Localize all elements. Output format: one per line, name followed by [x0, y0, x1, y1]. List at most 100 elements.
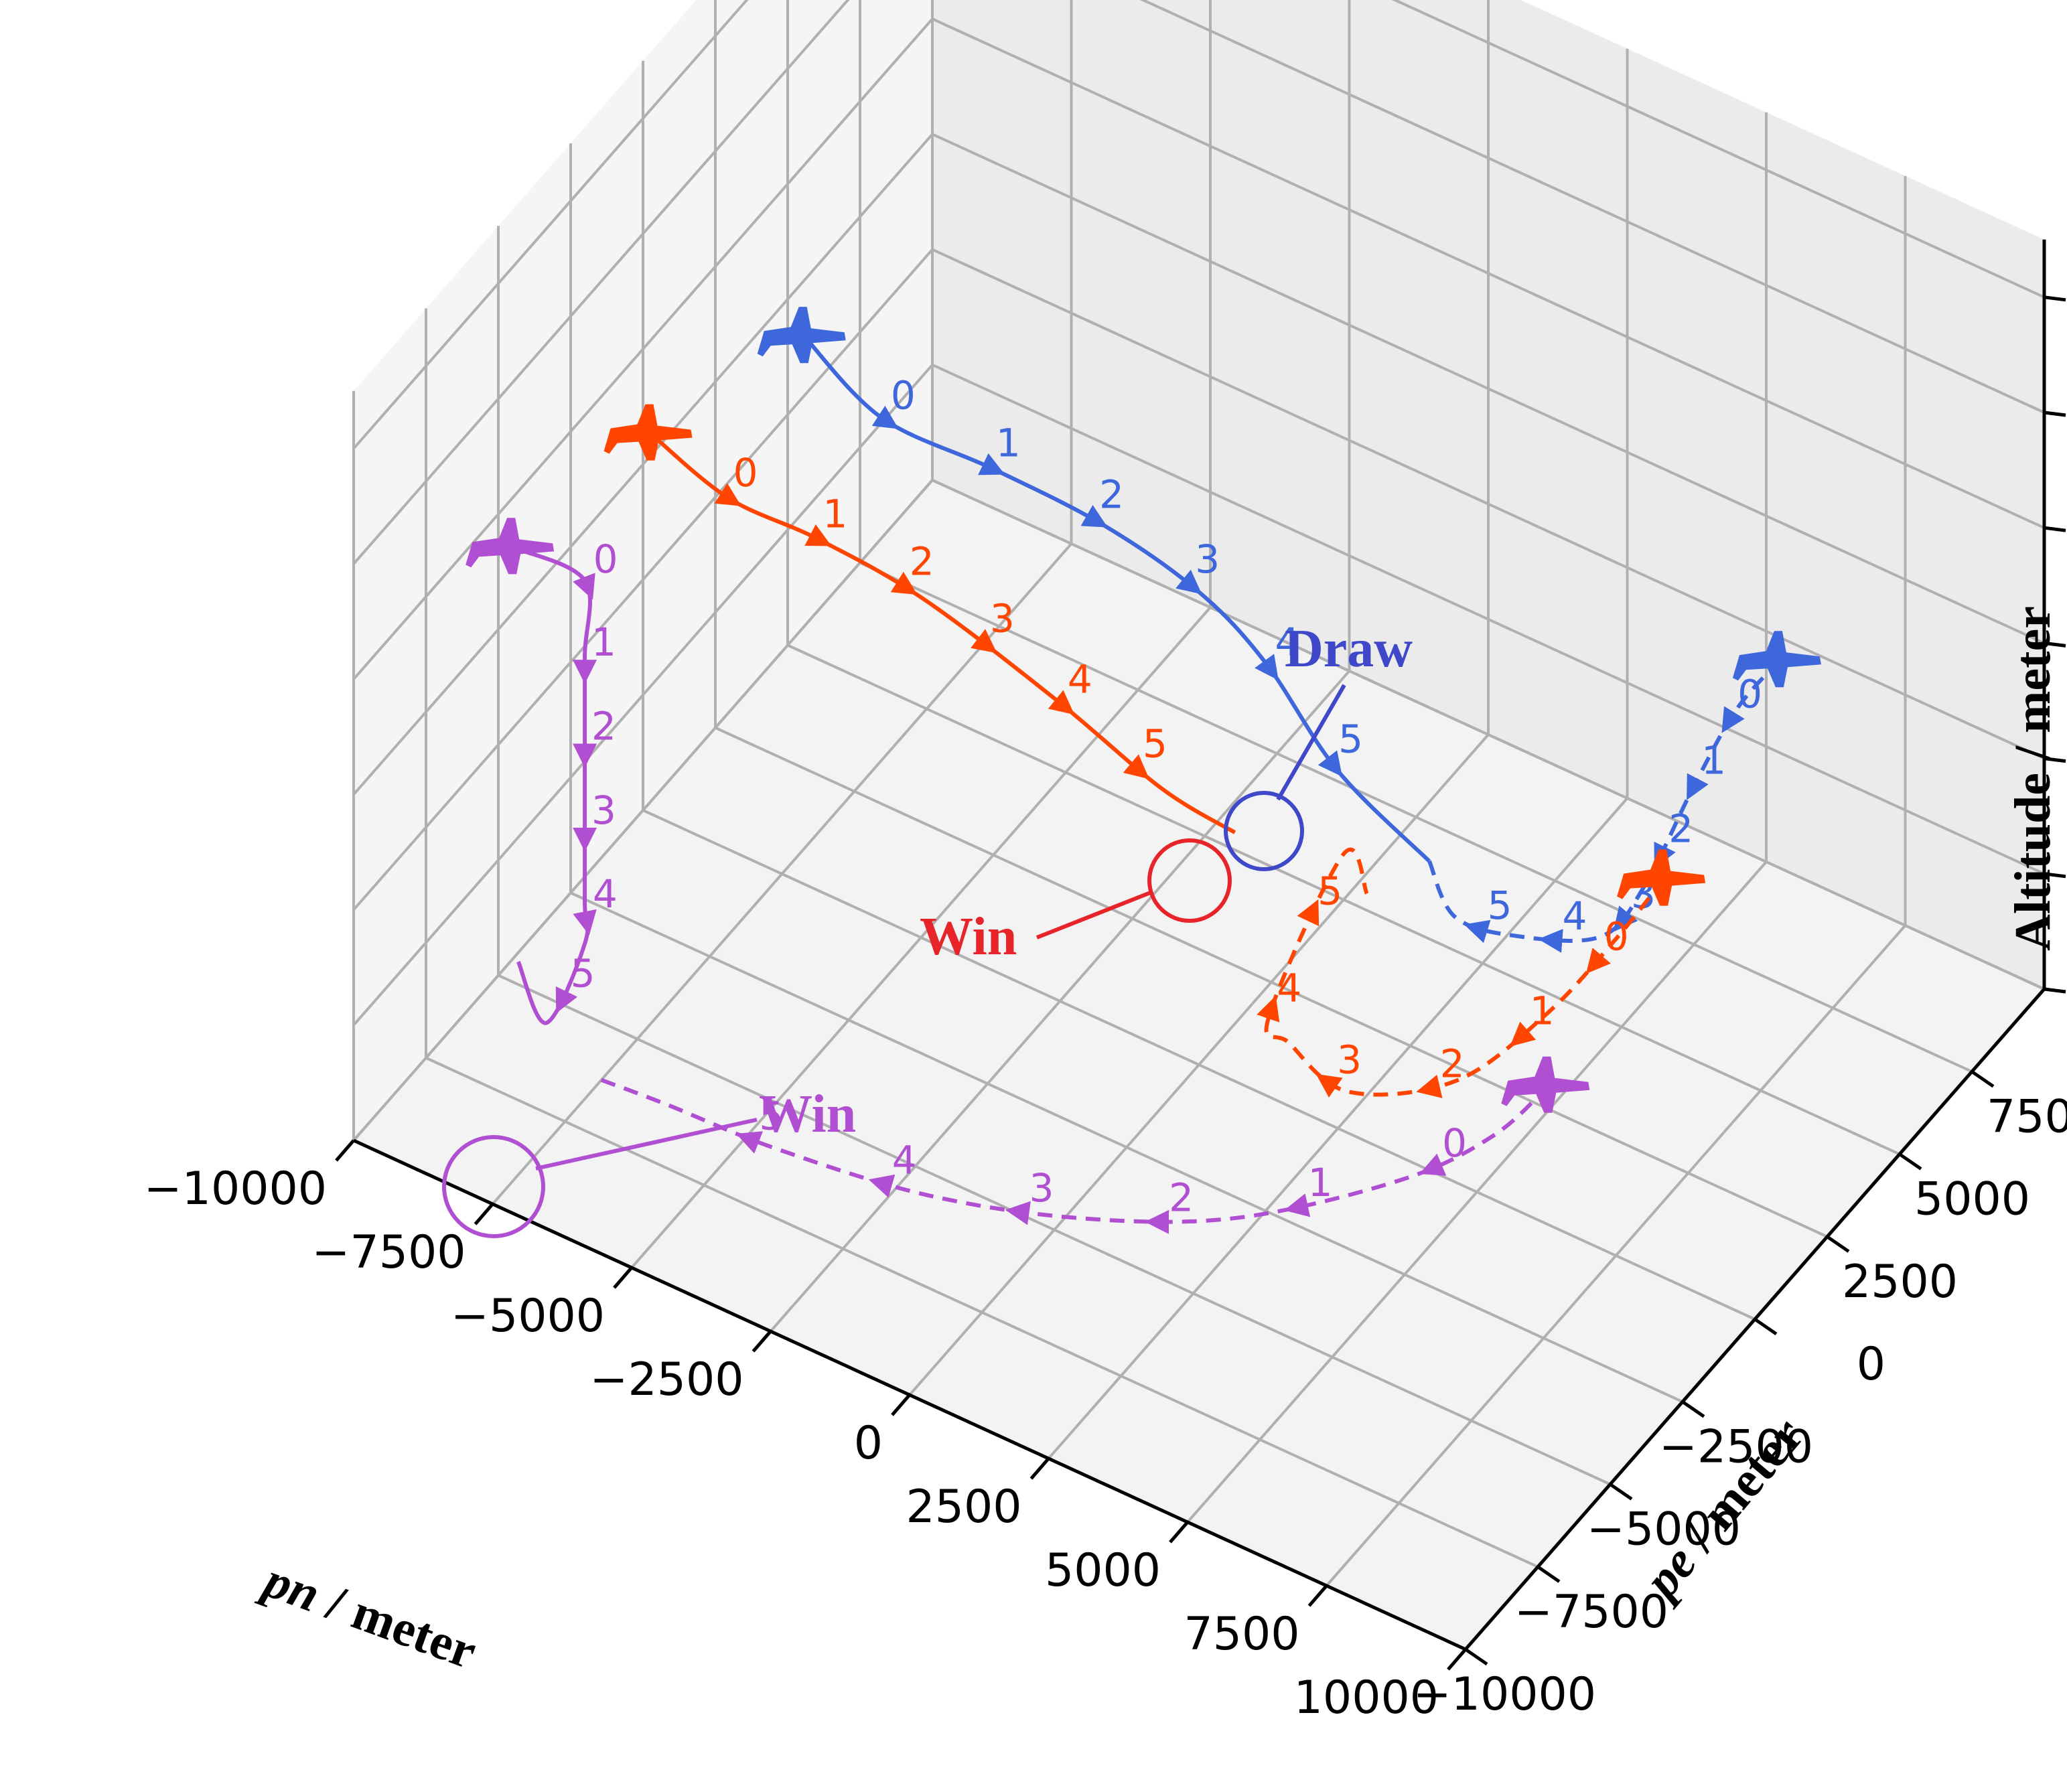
axis-group: −10000−7500−5000−2500025005000750010000−…	[144, 239, 2067, 1724]
grid-line-alt-right	[932, 133, 2045, 645]
grid-line-pe-floor	[642, 809, 1756, 1321]
step-label: 2	[1099, 472, 1124, 518]
step-arrow	[1284, 1193, 1311, 1217]
step-label: 1	[591, 619, 616, 665]
step-label: 4	[1275, 619, 1300, 665]
x-tick-mark	[613, 1266, 633, 1289]
step-label: 5	[1317, 868, 1342, 913]
aircraft-icon	[603, 404, 693, 461]
step-arrow	[1613, 905, 1638, 932]
step-arrow	[1510, 1021, 1537, 1047]
y-tick-mark	[1826, 1235, 1850, 1253]
step-label: 3	[591, 788, 616, 833]
x-tick-label: 10000	[1294, 1671, 1439, 1724]
win-purple-pointer-line	[535, 1118, 758, 1171]
aircraft-start-3	[1617, 849, 1706, 906]
step-label: 0	[733, 450, 758, 496]
grid-line-alt-left	[352, 364, 934, 1027]
x-tick-label: 0	[854, 1417, 883, 1470]
grid-line-alt-left	[352, 0, 850, 565]
x-tick-label: −7500	[311, 1226, 466, 1279]
step-label: 4	[1562, 893, 1587, 939]
z-tick-mark	[2044, 410, 2066, 417]
draw-pointer-line	[1276, 684, 1346, 801]
aircraft-icon	[757, 307, 846, 364]
step-arrow	[1585, 948, 1611, 974]
step-arrow	[555, 986, 578, 1014]
step-arrow	[804, 524, 832, 546]
step-arrow	[971, 629, 997, 654]
grid-line-pe-floor	[787, 644, 1900, 1156]
grid-line-alt-left	[352, 17, 934, 680]
step-arrow	[1297, 899, 1320, 927]
step-label: 1	[1308, 1160, 1333, 1205]
grid-line-pe-floor	[498, 974, 1611, 1486]
grid-line-alt-right	[1139, 0, 2045, 414]
y-tick-mark	[1537, 1565, 1561, 1583]
step-label: 5	[1338, 716, 1363, 761]
grid-line-alt-right	[932, 479, 2045, 990]
step-label: 5	[571, 951, 595, 996]
step-arrow	[890, 571, 918, 595]
step-arrow	[1175, 569, 1202, 595]
aircraft-start-5	[1501, 1056, 1590, 1113]
z-tick-mark	[2044, 295, 2066, 302]
step-arrow	[714, 483, 741, 506]
step-arrow	[1048, 690, 1075, 715]
y-tick-label: 2500	[1842, 1256, 1958, 1309]
step-arrow	[573, 573, 595, 600]
x-tick-label: 5000	[1045, 1544, 1161, 1597]
grid-line-pe-floor	[859, 561, 1973, 1073]
z-tick-mark	[2044, 987, 2066, 994]
x-tick-label: −5000	[451, 1290, 605, 1343]
step-label: 2	[910, 538, 934, 584]
aircraft-icon	[1617, 849, 1706, 906]
step-label: 0	[593, 536, 618, 582]
draw-annotation-label: Draw	[1285, 619, 1413, 678]
annotation-group: Draw Win Win	[442, 619, 1413, 1238]
win-red-circle	[1147, 838, 1232, 923]
win-purple-annotation-label: Win	[759, 1085, 856, 1144]
step-label: 1	[996, 420, 1021, 465]
z-axis-title: Altitude / meter	[2005, 606, 2061, 951]
step-arrow	[1538, 928, 1563, 953]
step-label: 0	[891, 372, 916, 418]
y-tick-label: −7500	[1514, 1586, 1668, 1639]
step-label: 2	[1440, 1041, 1465, 1087]
x-tick-mark	[752, 1330, 772, 1353]
step-arrow	[1123, 754, 1149, 779]
x-tick-mark	[474, 1203, 494, 1225]
aircraft-icon	[1732, 631, 1821, 688]
grid-line-alt-right	[1391, 0, 2045, 299]
step-arrow	[1416, 1074, 1443, 1098]
grid-line-alt-right	[932, 363, 2045, 875]
step-label: 5	[1488, 883, 1512, 928]
grid-line-alt-right	[932, 17, 2045, 530]
step-label: 2	[1169, 1175, 1194, 1221]
x-axis-title: pn / meter	[254, 1550, 484, 1680]
step-label: 3	[1195, 536, 1220, 582]
grid-line-alt-left	[352, 248, 934, 911]
step-arrow	[1464, 919, 1491, 944]
grid-line-alt-left	[352, 0, 749, 450]
step-label: 0	[1604, 914, 1629, 960]
step-arrow	[1255, 654, 1279, 681]
step-arrow	[871, 405, 899, 429]
step-label: 4	[1068, 657, 1092, 702]
aircraft-start-4	[466, 518, 555, 575]
aircraft-icon	[466, 518, 555, 575]
x-tick-mark	[1447, 1648, 1467, 1671]
step-label: 2	[1668, 806, 1693, 852]
z-tick-mark	[2044, 872, 2066, 879]
step-arrow	[1315, 1073, 1343, 1098]
step-arrow	[1005, 1201, 1031, 1225]
y-tick-mark	[1464, 1647, 1488, 1666]
step-label: 0	[1442, 1120, 1467, 1166]
z-tick-mark	[2044, 641, 2066, 648]
step-label: 4	[593, 871, 618, 917]
y-tick-label: 7500	[1987, 1090, 2067, 1143]
step-label: 1	[1530, 988, 1555, 1034]
step-label: 4	[1277, 965, 1301, 1011]
